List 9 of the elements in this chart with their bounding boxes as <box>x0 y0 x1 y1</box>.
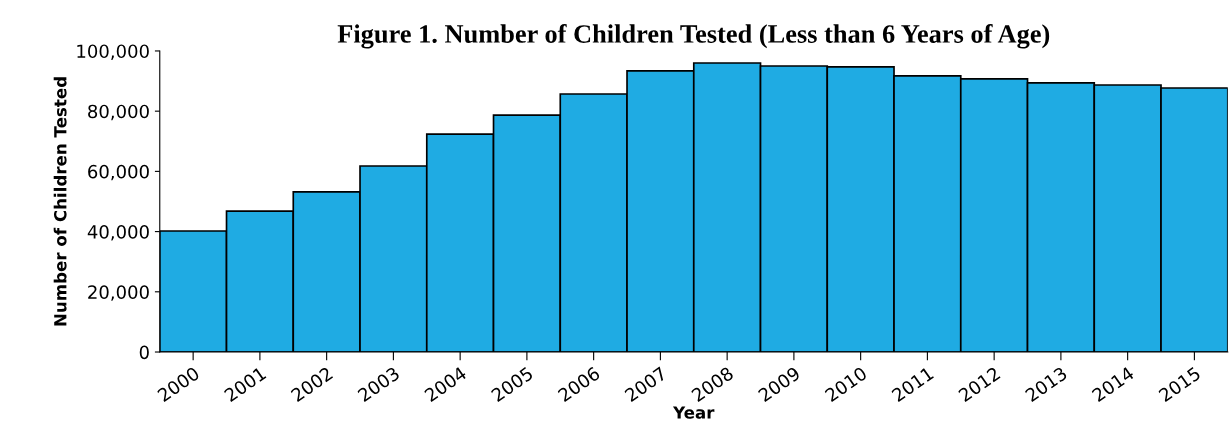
y-tick-label: 40,000 <box>87 225 149 241</box>
y-tick-label: 20,000 <box>88 285 149 301</box>
y-axis-title: Number of Children Tested <box>53 77 67 326</box>
x-axis-title: Year <box>672 406 715 419</box>
y-tick-label: 0 <box>139 345 149 360</box>
y-tick-label: 80,000 <box>88 104 149 121</box>
y-tick-label: 60,000 <box>88 164 149 181</box>
chart-title: Figure 1. Number of Children Tested (Less than 6 Years of Age) <box>337 24 1050 49</box>
y-tick-label: 100,000 <box>77 44 149 60</box>
